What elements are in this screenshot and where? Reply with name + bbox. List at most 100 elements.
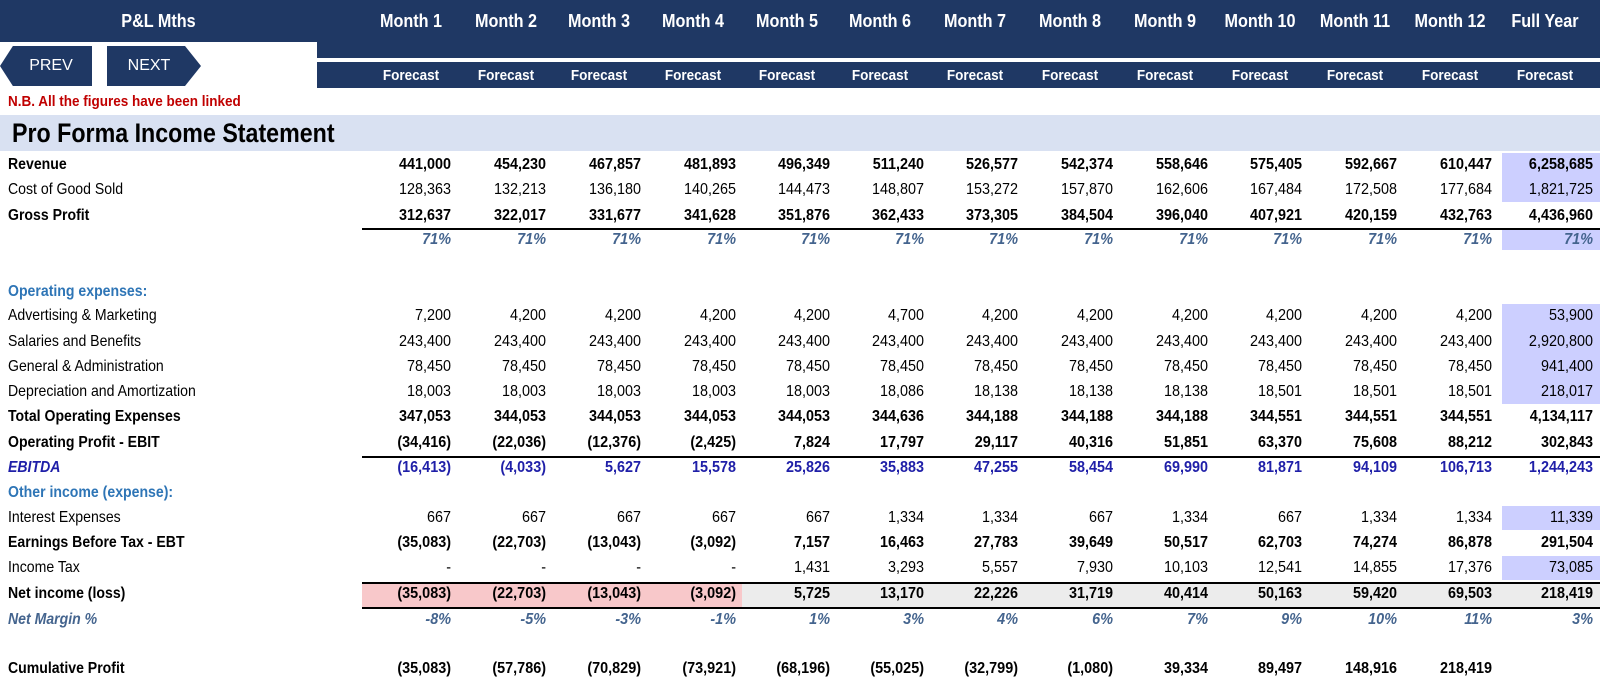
value-cell[interactable]: 53,900	[1548, 307, 1593, 324]
value-cell[interactable]: 74,274	[1352, 534, 1397, 551]
value-cell[interactable]: 344,551	[1344, 408, 1397, 425]
value-cell[interactable]: 373,305	[965, 207, 1018, 224]
value-cell[interactable]: 941,400	[1540, 358, 1593, 375]
value-cell[interactable]: 7,200	[414, 307, 451, 324]
value-cell[interactable]: 69,990	[1163, 459, 1208, 476]
value-cell[interactable]: 18,501	[1257, 383, 1302, 400]
value-cell[interactable]: 17,376	[1447, 559, 1492, 576]
value-cell[interactable]: 71%	[517, 231, 546, 248]
value-cell[interactable]: 351,876	[777, 207, 830, 224]
value-cell[interactable]: 511,240	[872, 156, 924, 173]
value-cell[interactable]: 18,501	[1447, 383, 1492, 400]
value-cell[interactable]: 12,541	[1257, 559, 1302, 576]
value-cell[interactable]: 667	[616, 509, 641, 526]
value-cell[interactable]: 59,420	[1352, 585, 1397, 602]
value-cell[interactable]: 39,334	[1163, 660, 1208, 677]
value-cell[interactable]: 667	[426, 509, 451, 526]
value-cell[interactable]: 667	[521, 509, 546, 526]
value-cell[interactable]: 14,855	[1352, 559, 1397, 576]
value-cell[interactable]: -	[731, 559, 736, 576]
value-cell[interactable]: (3,092)	[690, 534, 736, 551]
value-cell[interactable]: (13,043)	[587, 534, 641, 551]
value-cell[interactable]: (12,376)	[587, 434, 641, 451]
value-cell[interactable]: 407,921	[1249, 207, 1302, 224]
value-cell[interactable]: 10%	[1368, 611, 1397, 628]
value-cell[interactable]: 144,473	[777, 181, 830, 198]
value-cell[interactable]: 344,053	[493, 408, 546, 425]
value-cell[interactable]: 71%	[1273, 231, 1302, 248]
value-cell[interactable]: 7,824	[793, 434, 830, 451]
value-cell[interactable]: (22,703)	[492, 534, 546, 551]
value-cell[interactable]: -3%	[615, 611, 641, 628]
value-cell[interactable]: 4,200	[793, 307, 830, 324]
value-cell[interactable]: 11,339	[1550, 509, 1593, 526]
value-cell[interactable]: (55,025)	[870, 660, 924, 677]
value-cell[interactable]: 2,920,800	[1528, 333, 1593, 350]
value-cell[interactable]: 81,871	[1257, 459, 1302, 476]
value-cell[interactable]: -	[446, 559, 451, 576]
value-cell[interactable]: 667	[1088, 509, 1113, 526]
value-cell[interactable]: 15,578	[691, 459, 736, 476]
value-cell[interactable]: (34,416)	[397, 434, 451, 451]
value-cell[interactable]: 592,667	[1344, 156, 1397, 173]
value-cell[interactable]: 344,188	[1155, 408, 1208, 425]
value-cell[interactable]: 18,138	[1068, 383, 1113, 400]
value-cell[interactable]: 153,272	[965, 181, 1018, 198]
value-cell[interactable]: 71%	[1084, 231, 1113, 248]
value-cell[interactable]: 71%	[1463, 231, 1492, 248]
value-cell[interactable]: 243,400	[1439, 333, 1492, 350]
value-cell[interactable]: 384,504	[1060, 207, 1113, 224]
value-cell[interactable]: 4,200	[1265, 307, 1302, 324]
value-cell[interactable]: 322,017	[493, 207, 546, 224]
value-cell[interactable]: 71%	[895, 231, 924, 248]
value-cell[interactable]: 6,258,685	[1528, 156, 1593, 173]
value-cell[interactable]: 157,870	[1060, 181, 1113, 198]
value-cell[interactable]: 132,213	[493, 181, 546, 198]
value-cell[interactable]: 35,883	[879, 459, 924, 476]
value-cell[interactable]: 243,400	[1060, 333, 1113, 350]
value-cell[interactable]: 291,504	[1540, 534, 1593, 551]
value-cell[interactable]: 18,501	[1352, 383, 1397, 400]
value-cell[interactable]: 558,646	[1155, 156, 1208, 173]
value-cell[interactable]: 243,400	[398, 333, 451, 350]
value-cell[interactable]: 78,450	[785, 358, 830, 375]
value-cell[interactable]: 148,807	[871, 181, 924, 198]
value-cell[interactable]: (35,083)	[397, 660, 451, 677]
value-cell[interactable]: 17,797	[879, 434, 924, 451]
value-cell[interactable]: 4,200	[1360, 307, 1397, 324]
value-cell[interactable]: 667	[711, 509, 736, 526]
value-cell[interactable]: 78,450	[1068, 358, 1113, 375]
value-cell[interactable]: 4%	[997, 611, 1018, 628]
value-cell[interactable]: 331,677	[588, 207, 641, 224]
value-cell[interactable]: 71%	[707, 231, 736, 248]
value-cell[interactable]: 4,700	[887, 307, 924, 324]
value-cell[interactable]: 344,636	[871, 408, 924, 425]
value-cell[interactable]: 1,334	[887, 509, 924, 526]
value-cell[interactable]: (70,829)	[587, 660, 641, 677]
next-button[interactable]: NEXT	[107, 46, 201, 86]
value-cell[interactable]: (16,413)	[397, 459, 451, 476]
value-cell[interactable]: 50,163	[1257, 585, 1302, 602]
value-cell[interactable]: -1%	[710, 611, 736, 628]
value-cell[interactable]: 4,200	[699, 307, 736, 324]
value-cell[interactable]: 88,212	[1447, 434, 1492, 451]
value-cell[interactable]: (4,033)	[500, 459, 546, 476]
value-cell[interactable]: 18,138	[1163, 383, 1208, 400]
value-cell[interactable]: 344,551	[1439, 408, 1492, 425]
value-cell[interactable]: 4,200	[1076, 307, 1113, 324]
value-cell[interactable]: 177,684	[1439, 181, 1492, 198]
value-cell[interactable]: 18,003	[596, 383, 641, 400]
value-cell[interactable]: 78,450	[501, 358, 546, 375]
value-cell[interactable]: 420,159	[1344, 207, 1397, 224]
value-cell[interactable]: 94,109	[1352, 459, 1397, 476]
value-cell[interactable]: 78,450	[406, 358, 451, 375]
value-cell[interactable]: (57,786)	[492, 660, 546, 677]
value-cell[interactable]: 78,450	[1447, 358, 1492, 375]
value-cell[interactable]: 362,433	[871, 207, 924, 224]
value-cell[interactable]: (73,921)	[682, 660, 736, 677]
value-cell[interactable]: 344,551	[1249, 408, 1302, 425]
value-cell[interactable]: 69,503	[1447, 585, 1492, 602]
value-cell[interactable]: 167,484	[1249, 181, 1302, 198]
value-cell[interactable]: 78,450	[1352, 358, 1397, 375]
value-cell[interactable]: 243,400	[1344, 333, 1397, 350]
